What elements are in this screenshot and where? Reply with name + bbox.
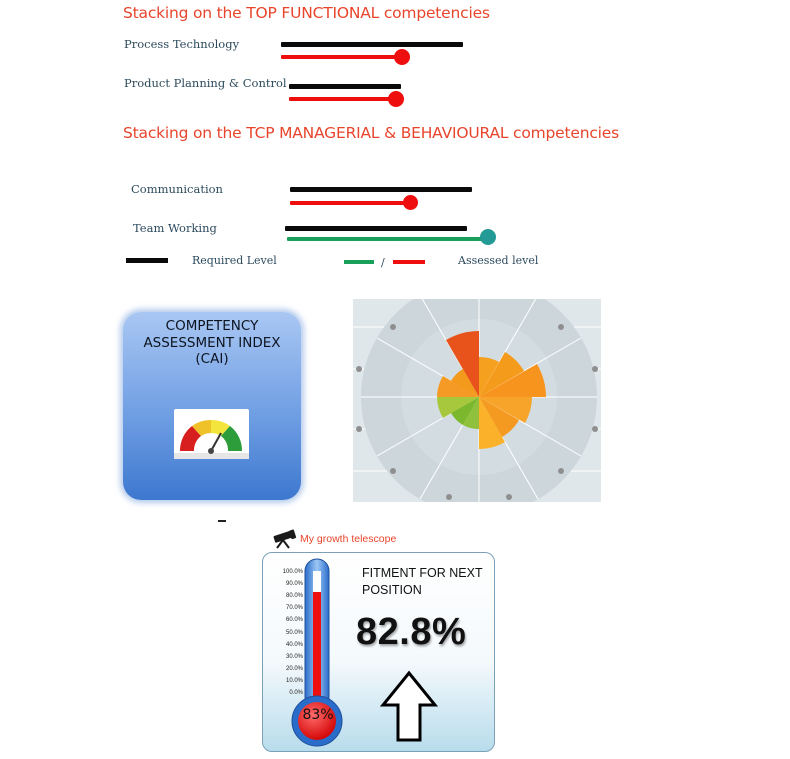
competency-polar-chart — [353, 279, 601, 515]
thermometer-tick-label: 10.0% — [285, 677, 303, 684]
assessed-bar-team-working — [287, 237, 487, 241]
thermometer-tick-label: 60.0% — [285, 617, 303, 624]
cai-title-line-2: ASSESSMENT INDEX — [143, 334, 281, 351]
cai-title-line-3: (CAI) — [195, 351, 229, 367]
fitment-title: FITMENT FOR NEXT POSITION — [362, 565, 483, 599]
assessed-marker-communication — [403, 195, 418, 210]
competency-label-communication: Communication — [131, 182, 223, 196]
polar-sector-11 — [437, 376, 479, 397]
required-bar-communication — [290, 187, 472, 192]
competency-label-product-planning: Product Planning & Control — [124, 76, 287, 90]
required-bar-process-technology — [281, 42, 463, 47]
assessed-bar-process-technology — [281, 55, 402, 59]
polar-sector-10 — [437, 397, 479, 418]
polar-sector-12 — [451, 369, 479, 397]
polar-sector-7 — [479, 397, 505, 449]
gauge-graphic — [174, 419, 249, 459]
legend-required-swatch — [126, 258, 168, 263]
fitment-title-line-1: FITMENT FOR NEXT — [362, 566, 483, 580]
assessed-bar-communication — [290, 201, 410, 205]
thermometer-fill — [313, 591, 321, 713]
polar-sector-6 — [479, 397, 519, 437]
cai-title-line-1: COMPETENCY — [165, 318, 259, 334]
legend-assessed-green-swatch — [344, 260, 374, 264]
thermometer-tick-label: 100.0% — [282, 569, 303, 575]
fitment-title-line-2: POSITION — [362, 583, 422, 597]
cai-title: COMPETENCY ASSESSMENT INDEX (CAI) — [123, 318, 301, 368]
stray-mark — [218, 520, 226, 522]
polar-sector-1 — [446, 331, 479, 397]
cai-panel[interactable]: COMPETENCY ASSESSMENT INDEX (CAI) — [123, 312, 301, 500]
polar-sector-5 — [479, 397, 532, 423]
polar-sector-4 — [479, 364, 546, 397]
gauge-icon — [174, 409, 249, 459]
polar-sector-3 — [479, 352, 524, 397]
polar-sector-9 — [451, 397, 479, 425]
polar-sector-8 — [463, 397, 479, 430]
legend-assessed-red-swatch — [393, 260, 425, 264]
assessed-marker-team-working — [480, 229, 496, 245]
assessed-marker-product-planning — [388, 91, 404, 107]
fitment-value: 82.8% — [356, 611, 467, 653]
legend-separator: / — [381, 256, 385, 269]
telescope-icon — [270, 529, 298, 554]
thermometer-tick-label: 50.0% — [285, 629, 303, 636]
polar-sector-2 — [479, 356, 499, 397]
polar-chart-svg — [353, 279, 601, 515]
telescope-label: My growth telescope — [300, 533, 397, 545]
thermometer — [291, 558, 343, 747]
thermometer-tick-label: 80.0% — [285, 593, 303, 600]
thermometer-tick-label: 30.0% — [285, 653, 303, 660]
managerial-section-title: Stacking on the TCP MANAGERIAL & BEHAVIO… — [123, 124, 619, 142]
competency-label-team-working: Team Working — [133, 221, 217, 235]
legend-required-label: Required Level — [192, 254, 277, 267]
thermometer-tick-label: 20.0% — [285, 665, 303, 672]
functional-section-title: Stacking on the TOP FUNCTIONAL competenc… — [123, 4, 490, 22]
assessed-marker-process-technology — [394, 49, 410, 65]
fitment-card[interactable]: 100.0% 90.0% 80.0% 70.0% 60.0% 50.0% 40.0% 30.0… — [262, 552, 495, 752]
up-arrow-icon — [380, 670, 438, 742]
thermometer-bulb-label: 83% — [302, 707, 334, 723]
thermometer-tick-label: 90.0% — [285, 581, 303, 588]
assessed-bar-product-planning — [289, 97, 396, 101]
thermometer-tick-label: 0.0% — [289, 690, 303, 696]
thermometer-tick-label: 40.0% — [285, 641, 303, 648]
required-bar-product-planning — [289, 84, 401, 89]
telescope-graphic — [273, 529, 297, 549]
competency-label-process-technology: Process Technology — [124, 37, 240, 51]
required-bar-team-working — [285, 226, 467, 231]
thermometer-tick-label: 70.0% — [285, 605, 303, 612]
legend-assessed-label: Assessed level — [458, 254, 539, 267]
